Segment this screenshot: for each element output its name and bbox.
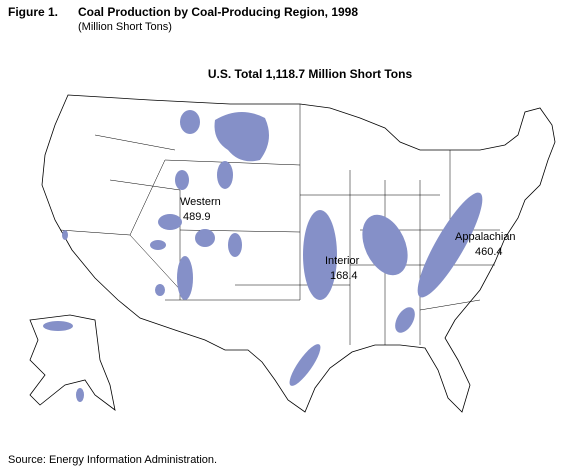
coal-area bbox=[303, 210, 337, 300]
region-name: Appalachian bbox=[455, 231, 516, 243]
coal-area bbox=[214, 111, 269, 162]
coal-areas bbox=[43, 110, 483, 402]
coal-area bbox=[155, 284, 165, 296]
coal-area bbox=[395, 307, 415, 333]
state-borders bbox=[59, 104, 500, 345]
source: Source: Energy Information Administratio… bbox=[8, 454, 217, 466]
coal-area bbox=[175, 170, 189, 190]
coal-area bbox=[362, 214, 408, 276]
coal-area bbox=[180, 110, 200, 134]
alaska bbox=[29, 314, 116, 411]
coal-area bbox=[43, 321, 73, 331]
figure-title: Coal Production by Coal-Producing Region… bbox=[78, 5, 358, 19]
coal-area bbox=[195, 229, 215, 247]
us-outline bbox=[41, 94, 556, 413]
coal-area bbox=[217, 161, 233, 189]
coal-area bbox=[76, 388, 84, 402]
region-value: 489.9 bbox=[183, 211, 211, 223]
coal-area bbox=[158, 214, 182, 230]
coal-area bbox=[62, 230, 68, 240]
coal-area bbox=[289, 344, 321, 386]
figure-label: Figure 1. bbox=[8, 5, 58, 19]
figure-subtitle: (Million Short Tons) bbox=[78, 21, 172, 33]
coal-area bbox=[228, 233, 242, 257]
map bbox=[29, 94, 556, 413]
region-name: Interior bbox=[325, 255, 360, 267]
region-value: 460.4 bbox=[475, 246, 503, 258]
us-total: U.S. Total 1,118.7 Million Short Tons bbox=[208, 67, 413, 81]
region-value: 168.4 bbox=[330, 270, 358, 282]
coal-area bbox=[417, 192, 483, 298]
region-name: Western bbox=[180, 196, 221, 208]
coal-area bbox=[150, 240, 166, 250]
coal-area bbox=[177, 256, 193, 300]
